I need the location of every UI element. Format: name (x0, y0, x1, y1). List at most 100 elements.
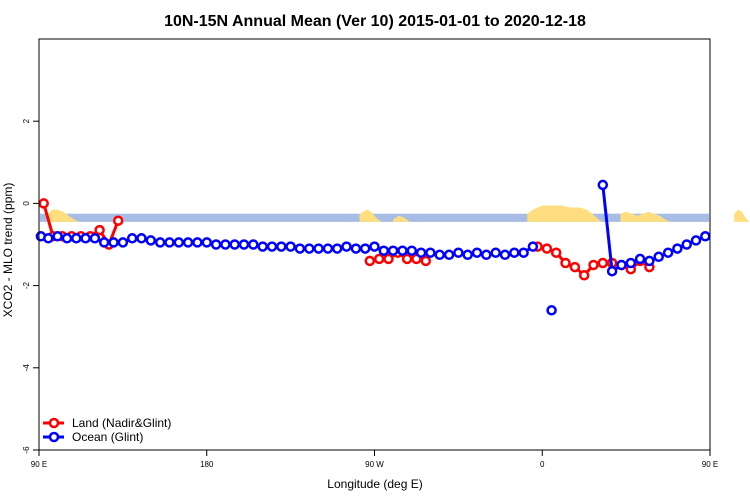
ocean-point-0-51 (509, 247, 520, 258)
ocean-point-0-14 (164, 237, 175, 248)
ocean-point-0-46 (462, 249, 473, 261)
x-tick-label-4: 90 E (702, 460, 718, 469)
land-patch-1 (359, 209, 382, 222)
ocean-point-2-8 (672, 243, 683, 254)
x-axis-label: Longitude (deg E) (327, 477, 422, 491)
land-point-1-1 (373, 253, 385, 265)
y-tick-label-3: 0 (22, 201, 31, 206)
ocean-point-2-2 (616, 259, 627, 271)
ocean-point-0-43 (434, 249, 445, 261)
ocean-point-2-7 (662, 247, 674, 258)
legend-ocean-marker (48, 431, 60, 443)
ocean-point-0-47 (471, 247, 483, 258)
ocean-point-0-9 (117, 237, 129, 248)
land-patch-2 (393, 215, 410, 222)
land-point-0-8 (112, 215, 124, 226)
ocean-point-0-6 (89, 233, 101, 244)
ocean-point-0-31 (322, 243, 334, 254)
ocean-point-0-13 (154, 237, 166, 248)
ocean-point-2-10 (690, 235, 702, 246)
land-point-0-0 (38, 198, 49, 209)
ocean-point-0-24 (257, 241, 268, 252)
ocean-point-0-39 (397, 245, 408, 256)
ocean-point-0-21 (229, 239, 240, 250)
land-patch-4 (620, 211, 671, 222)
ocean-point-0-29 (304, 243, 315, 254)
ocean-point-0-18 (201, 237, 213, 248)
chart-title: 10N-15N Annual Mean (Ver 10) 2015-01-01 … (164, 13, 586, 30)
ocean-point-0-33 (341, 241, 352, 252)
y-axis-label: XCO2 - MLO trend (ppm) (1, 183, 15, 318)
ocean-point-0-37 (378, 245, 390, 256)
land-point-2-7 (597, 257, 609, 269)
y-tick-label-0: -6 (22, 446, 31, 454)
ocean-point-0-28 (294, 243, 306, 254)
ocean-point-0-23 (248, 239, 259, 250)
y-tick-label-4: 2 (22, 118, 31, 123)
land-point-1-0 (364, 255, 376, 267)
ocean-point-0-32 (331, 243, 343, 254)
ocean-point-0-7 (98, 237, 110, 248)
ocean-point-0-30 (313, 243, 324, 254)
land-point-1-4 (401, 253, 413, 265)
ocean-point-2-1 (606, 265, 618, 277)
ocean-point-0-53 (527, 241, 539, 252)
land-point-1-6 (420, 255, 432, 267)
ocean-point-0-12 (145, 235, 157, 246)
land-ocean-mask (40, 205, 750, 222)
ocean-point-2-3 (625, 257, 637, 269)
ocean-point-0-48 (481, 249, 492, 261)
x-tick-label-1: 180 (200, 460, 214, 469)
ocean-point-1-0 (546, 305, 557, 316)
x-tick-label-2: 90 W (365, 460, 384, 469)
ocean-point-2-0 (597, 179, 609, 191)
ocean-point-0-10 (126, 233, 138, 244)
land-patch-5 (734, 209, 750, 222)
legend-ocean-label: Ocean (Glint) (72, 430, 143, 444)
ocean-point-0-3 (61, 233, 73, 244)
x-tick-label-0: 90 E (31, 460, 47, 469)
ocean-point-2-11 (700, 231, 711, 242)
ocean-point-0-11 (136, 233, 147, 244)
ocean-point-0-4 (71, 233, 82, 244)
ocean-point-2-9 (681, 239, 692, 250)
ocean-point-0-52 (518, 247, 529, 258)
ocean-point-0-36 (369, 241, 380, 252)
axis-ticks: 90 E 180 90 W 0 90 E-6-4-202 (22, 118, 718, 469)
ocean-point-0-22 (238, 239, 250, 250)
land-point-2-4 (569, 261, 581, 273)
land-point-2-5 (578, 270, 590, 281)
y-tick-label-2: -2 (22, 281, 31, 289)
land-point-2-2 (550, 247, 562, 258)
land-patch-0 (48, 209, 80, 222)
land-point-2-1 (541, 243, 553, 254)
plot-frame (38, 38, 711, 451)
ocean-point-0-50 (499, 249, 511, 261)
ocean-point-0-35 (359, 243, 371, 254)
ocean-point-0-17 (192, 237, 203, 248)
ocean-point-0-2 (52, 231, 63, 242)
land-point-2-6 (588, 259, 599, 271)
land-point-0-6 (94, 224, 105, 236)
land-point-1-2 (383, 253, 394, 265)
ocean-point-0-16 (182, 237, 194, 248)
ocean-point-0-49 (490, 247, 501, 258)
ocean-point-0-34 (350, 243, 362, 254)
ocean-point-0-26 (276, 241, 287, 252)
ocean-point-0-1 (43, 233, 54, 244)
ocean-point-0-5 (80, 233, 91, 244)
ocean-point-2-5 (644, 255, 655, 267)
x-tick-label-3: 0 (540, 460, 545, 469)
ocean-point-0-40 (406, 245, 418, 256)
ocean-point-2-6 (653, 251, 664, 263)
ocean-point-0-19 (210, 239, 222, 250)
land-patch-3 (527, 205, 602, 222)
land-point-2-3 (560, 257, 571, 269)
ocean-point-0-15 (173, 237, 185, 248)
y-tick-label-1: -4 (22, 364, 31, 372)
ocean-point-0-25 (266, 241, 278, 252)
legend-land-label: Land (Nadir&Glint) (72, 416, 171, 430)
ocean-point-0-20 (220, 239, 231, 250)
